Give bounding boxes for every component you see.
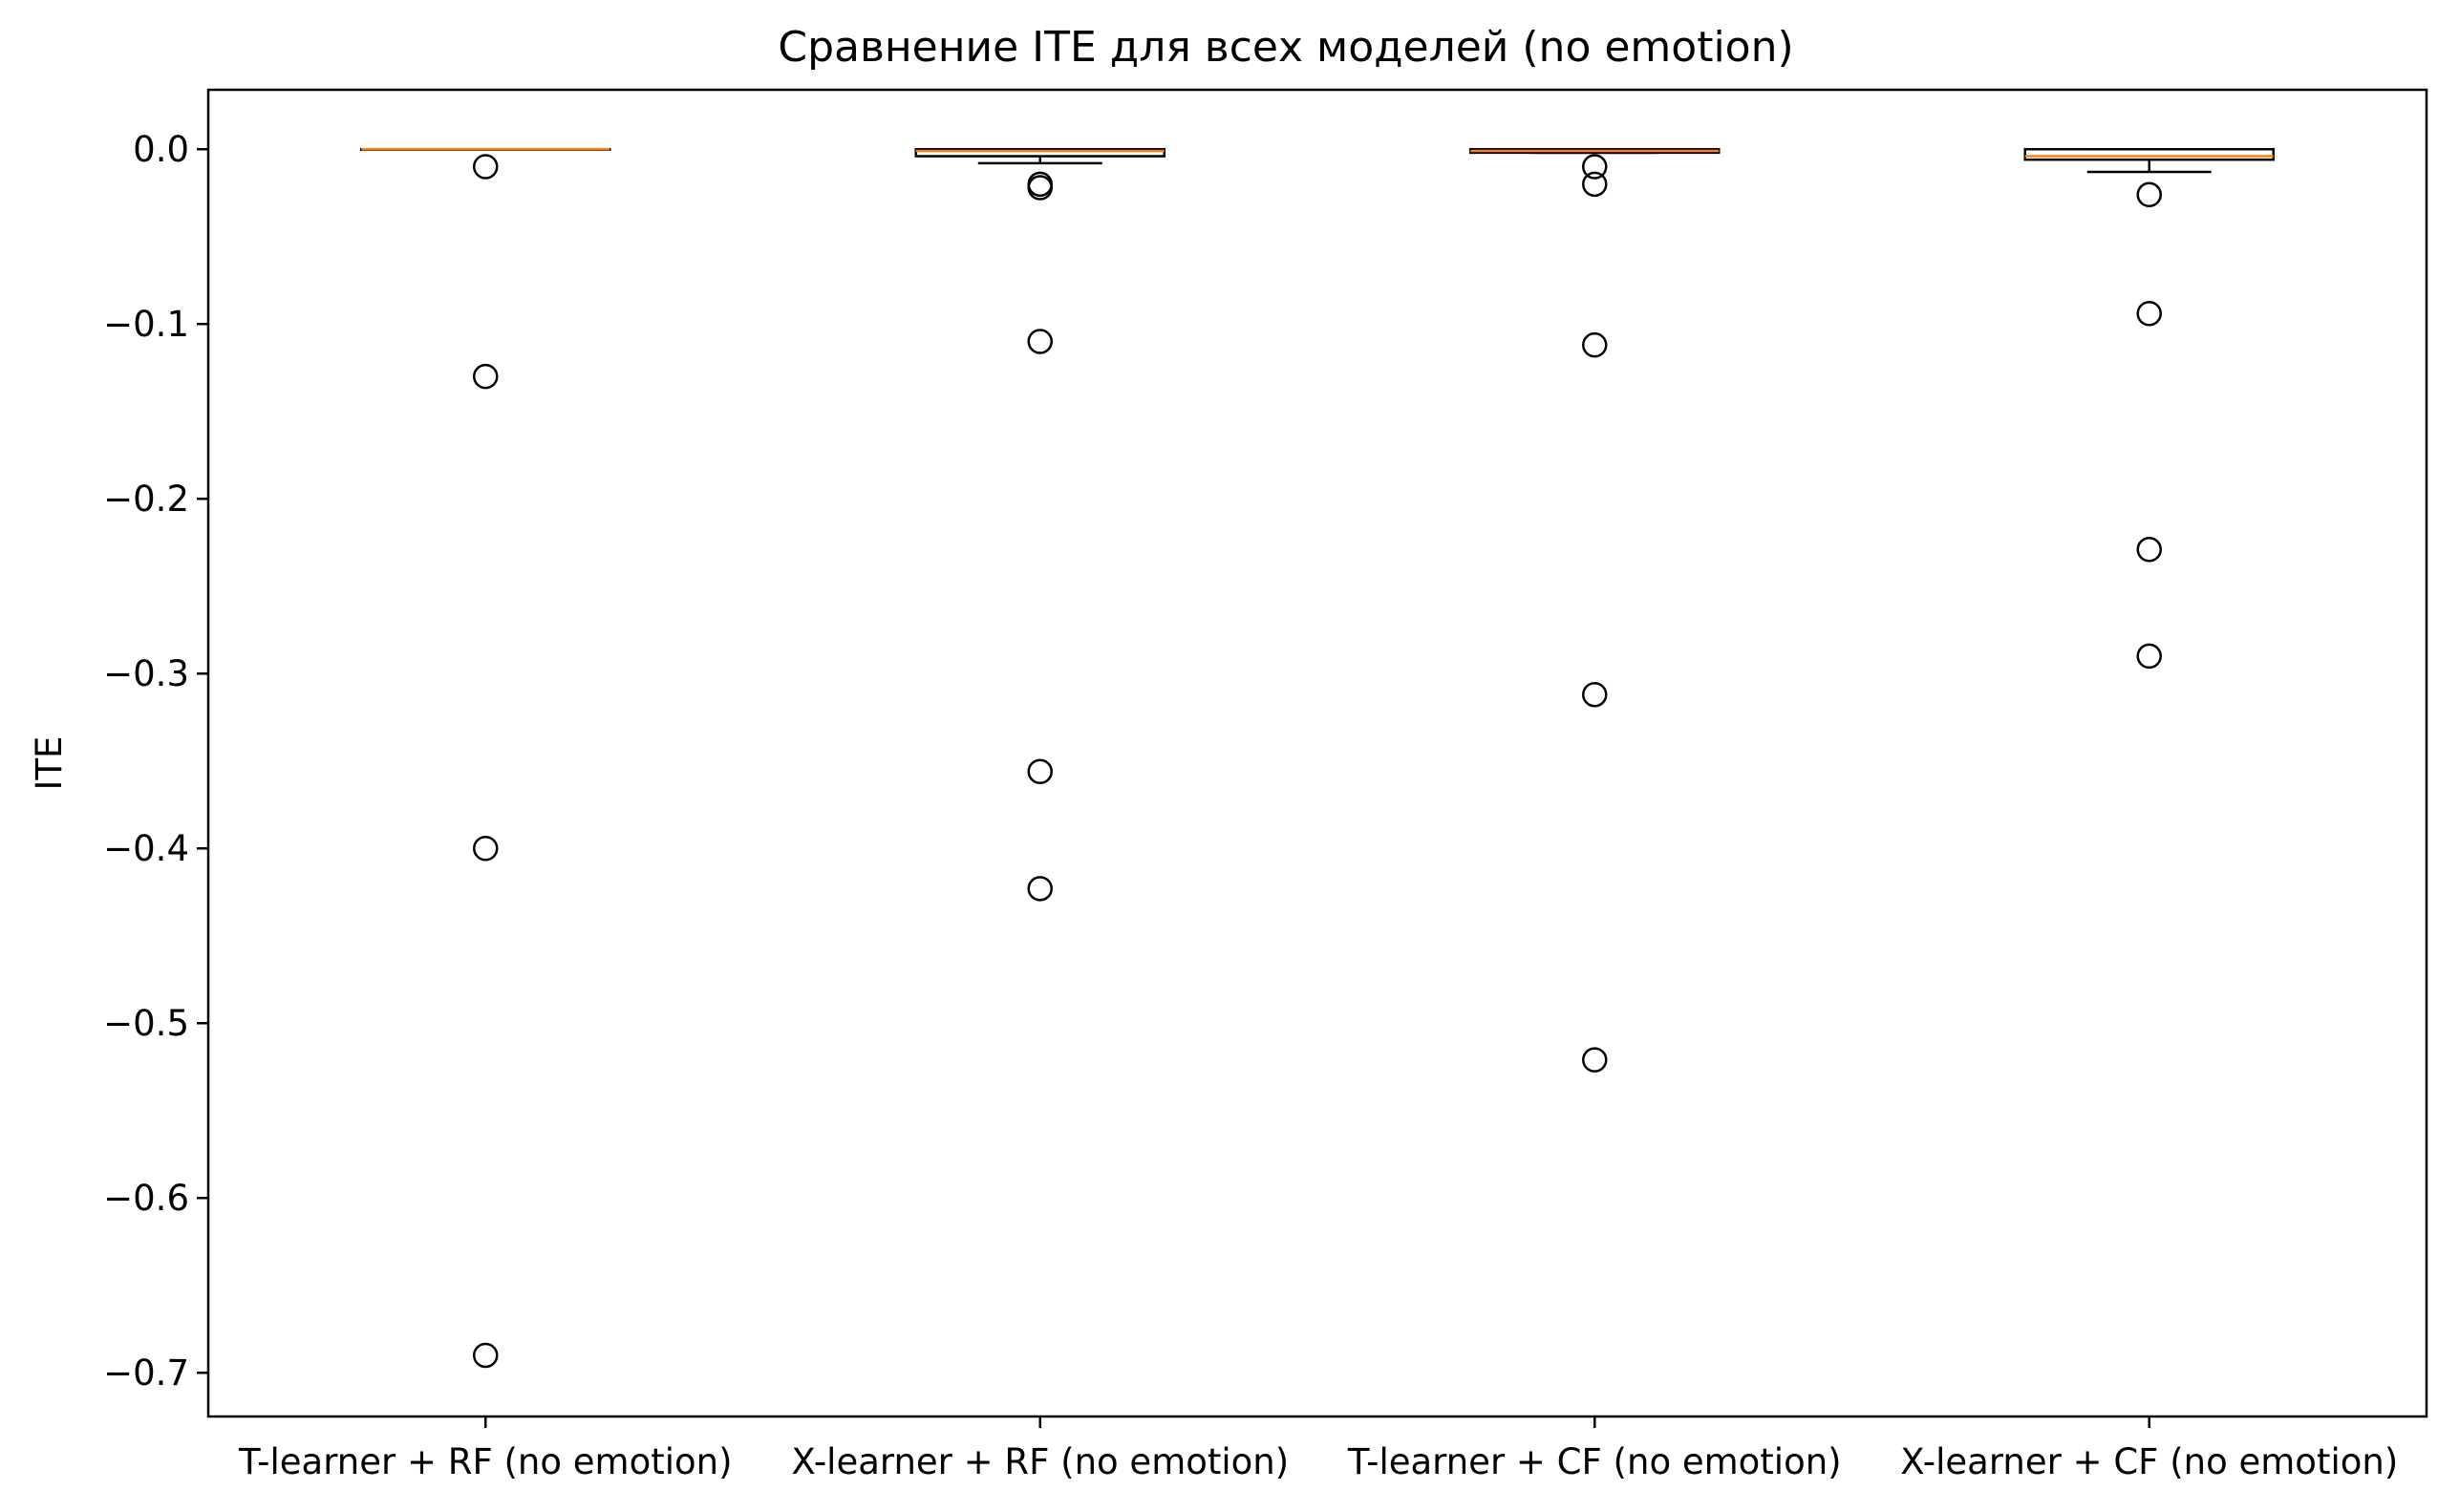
plot-frame (206, 88, 2428, 1418)
outlier-point (473, 154, 499, 180)
x-tick-label: T-learner + CF (no emotion) (1347, 1441, 1842, 1482)
outlier-point (1582, 1047, 1608, 1073)
chart-title: Сравнение ITE для всех моделей (no emoti… (778, 23, 1793, 72)
outlier-point (1027, 758, 1053, 784)
y-tick-label: −0.3 (103, 653, 189, 694)
outlier-point (1582, 154, 1608, 180)
y-tick-label: −0.1 (103, 304, 189, 345)
y-tick-label: −0.7 (103, 1352, 189, 1394)
iqr-box (2023, 147, 2275, 161)
x-tick-label: X-learner + CF (no emotion) (1900, 1441, 2398, 1482)
outlier-point (1027, 329, 1053, 354)
y-tick-label: −0.2 (103, 479, 189, 520)
outlier-point (473, 363, 499, 390)
iqr-box (914, 147, 1165, 158)
outlier-point (1582, 331, 1608, 358)
outlier-point (1027, 175, 1053, 201)
x-tick-label: T-learner + RF (no emotion) (238, 1441, 733, 1482)
outlier-point (1027, 876, 1053, 902)
y-tick-label: 0.0 (133, 129, 189, 170)
outlier-point (2136, 643, 2162, 670)
outlier-point (2136, 181, 2162, 208)
y-tick-label: −0.6 (103, 1178, 189, 1219)
y-tick-label: −0.5 (103, 1003, 189, 1044)
y-tick-label: −0.4 (103, 828, 189, 869)
outlier-point (1582, 171, 1608, 198)
outlier-point (473, 835, 499, 862)
outlier-point (473, 1342, 499, 1369)
x-tick-label: X-learner + RF (no emotion) (791, 1441, 1289, 1482)
outlier-point (2136, 537, 2162, 563)
plot-marks: 0.0 −0.1 −0.2 −0.3 −0.4 −0.5 −0.6 −0.7 T-learner… (103, 129, 2398, 1482)
y-axis-label: ITE (29, 736, 70, 791)
outlier-point (2136, 300, 2162, 327)
outlier-point (1582, 681, 1608, 708)
